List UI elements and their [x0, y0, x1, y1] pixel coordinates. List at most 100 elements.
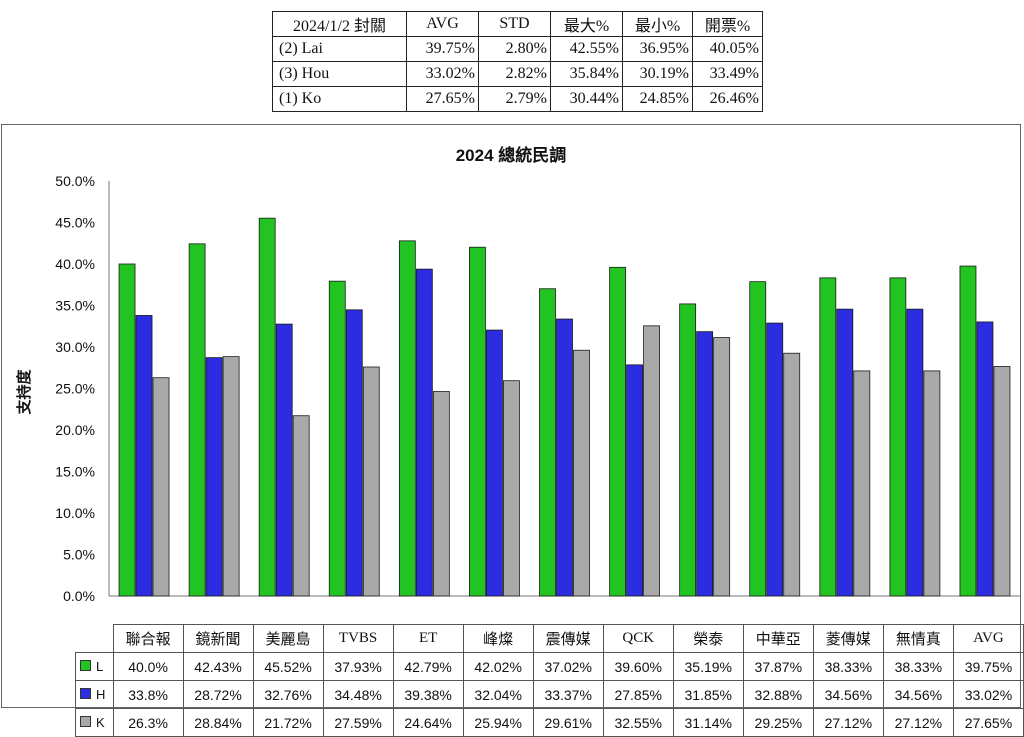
- data-label: 29.25%: [742, 708, 814, 737]
- y-tick-label: 0.0%: [63, 588, 95, 604]
- legend-key: L: [75, 652, 114, 681]
- bar-k: [643, 325, 660, 597]
- bar-k: [573, 349, 590, 597]
- summary-candidate-label: (2) Lai: [272, 36, 407, 62]
- bar-l: [258, 217, 276, 597]
- category-label: 無情真: [882, 624, 954, 653]
- bar-k: [503, 380, 520, 597]
- summary-cell: 35.84%: [550, 61, 623, 87]
- corner-cell: [75, 624, 114, 653]
- bar-chart: 2024 總統民調 支持度 0.0% 5.0% 10.0% 15.0% 20.0% 25.…: [15, 145, 1020, 604]
- bar-l: [188, 243, 206, 597]
- bar-l: [609, 266, 626, 597]
- bar-h: [486, 329, 503, 597]
- summary-cell: 24.85%: [622, 86, 693, 112]
- data-label: 37.87%: [742, 652, 814, 681]
- y-tick-label: 25.0%: [55, 381, 95, 397]
- bar-l: [959, 265, 977, 597]
- bar-k: [362, 366, 380, 597]
- data-label: 35.19%: [672, 652, 744, 681]
- data-label: 31.14%: [672, 708, 744, 737]
- bar-h: [556, 318, 573, 597]
- data-label: 37.93%: [322, 652, 394, 681]
- data-label: 39.38%: [392, 680, 464, 709]
- bar-l: [118, 263, 136, 597]
- summary-header-row: 2024/1/2 封關 AVG STD 最大% 最小% 開票%: [272, 11, 763, 37]
- bar-l: [749, 281, 767, 597]
- data-label: 38.33%: [812, 652, 884, 681]
- data-label: 27.85%: [602, 680, 674, 709]
- summary-cell: 36.95%: [622, 36, 693, 62]
- data-label: 33.8%: [112, 680, 184, 709]
- y-axis-label: 支持度: [15, 369, 33, 416]
- bar-k: [432, 391, 450, 597]
- data-label: 42.43%: [182, 652, 254, 681]
- bar-h: [345, 309, 363, 597]
- bar-h: [766, 322, 784, 597]
- category-label: QCK: [602, 624, 674, 653]
- legend-label: K: [96, 715, 105, 730]
- data-label: 31.85%: [672, 680, 744, 709]
- data-label: 33.37%: [532, 680, 604, 709]
- series-row-h: H 33.8% 28.72% 32.76% 34.48% 39.38% 32.04% 33.3…: [75, 680, 1024, 709]
- summary-cell: 30.19%: [622, 61, 693, 87]
- summary-row-ko: (1) Ko 27.65% 2.79% 30.44% 24.85% 26.46%: [272, 86, 763, 112]
- legend-swatch: [80, 660, 91, 671]
- y-tick-label: 45.0%: [55, 215, 95, 231]
- legend-label: H: [96, 687, 106, 702]
- bar-k: [292, 415, 310, 597]
- category-label: 震傳媒: [532, 624, 604, 653]
- bar-l: [469, 246, 486, 597]
- summary-cell: 42.55%: [550, 36, 623, 62]
- bar-h: [205, 357, 223, 597]
- bar-h: [836, 308, 854, 597]
- bar-l: [679, 303, 697, 597]
- bar-k: [222, 356, 240, 597]
- chart-area: 2024 總統民調 支持度 0.0% 5.0% 10.0% 15.0% 20.0% 25.…: [1, 124, 1021, 708]
- bar-h: [906, 308, 924, 597]
- data-label: 34.56%: [812, 680, 884, 709]
- summary-row-hou: (3) Hou 33.02% 2.82% 35.84% 30.19% 33.49…: [272, 61, 763, 87]
- summary-cell: 2.82%: [478, 61, 551, 87]
- bar-k: [152, 377, 170, 597]
- data-label: 34.48%: [322, 680, 394, 709]
- bar-l: [539, 288, 556, 597]
- category-label: 榮泰: [672, 624, 744, 653]
- legend-key: H: [75, 680, 114, 709]
- data-label: 27.65%: [952, 708, 1024, 737]
- data-label: 40.0%: [112, 652, 184, 681]
- chart-title: 2024 總統民調: [456, 145, 567, 165]
- summary-header-cell: STD: [478, 11, 551, 37]
- y-tick-label: 10.0%: [55, 505, 95, 521]
- bar-k: [853, 370, 871, 597]
- y-axis: 0.0% 5.0% 10.0% 15.0% 20.0% 25.0% 30.0% 35.0% 40…: [55, 173, 1020, 604]
- bar-l: [328, 280, 346, 597]
- legend-swatch: [80, 688, 91, 699]
- data-label: 28.72%: [182, 680, 254, 709]
- summary-cell: 33.02%: [406, 61, 479, 87]
- y-tick-label: 5.0%: [63, 547, 95, 563]
- summary-header-cell: 2024/1/2 封關: [272, 11, 407, 37]
- bar-k: [993, 366, 1011, 597]
- data-label: 21.72%: [252, 708, 324, 737]
- y-tick-label: 35.0%: [55, 298, 95, 314]
- legend-label: L: [96, 659, 104, 674]
- data-label: 38.33%: [882, 652, 954, 681]
- summary-cell: 33.49%: [692, 61, 763, 87]
- data-label: 27.12%: [812, 708, 884, 737]
- y-tick-label: 20.0%: [55, 422, 95, 438]
- data-label: 32.04%: [462, 680, 534, 709]
- summary-cell: 40.05%: [692, 36, 763, 62]
- category-label: 聯合報: [112, 624, 184, 653]
- data-label: 25.94%: [462, 708, 534, 737]
- category-label: 鏡新聞: [182, 624, 254, 653]
- data-label: 42.02%: [462, 652, 534, 681]
- bar-l: [889, 277, 907, 597]
- bar-h: [275, 323, 293, 597]
- summary-cell: 30.44%: [550, 86, 623, 112]
- bar-k: [783, 352, 801, 597]
- summary-table: 2024/1/2 封關 AVG STD 最大% 最小% 開票% (2) Lai …: [272, 11, 763, 112]
- summary-cell: 2.80%: [478, 36, 551, 62]
- bar-h: [626, 364, 643, 597]
- summary-header-cell: 最大%: [550, 11, 623, 37]
